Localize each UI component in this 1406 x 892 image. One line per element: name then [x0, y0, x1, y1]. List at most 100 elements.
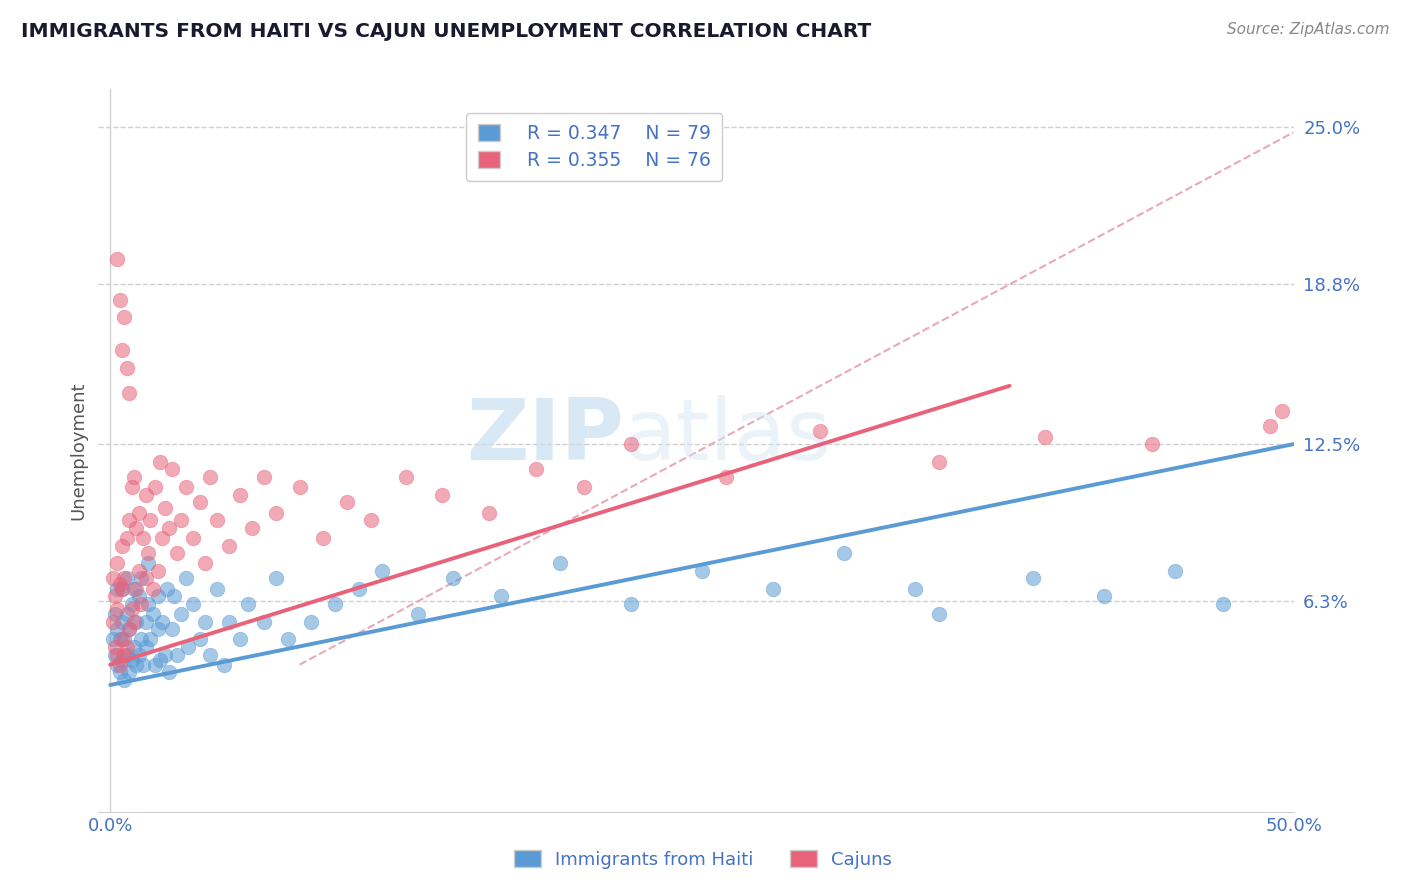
- Point: [132, 531, 155, 545]
- Text: Source: ZipAtlas.com: Source: ZipAtlas.com: [1226, 22, 1389, 37]
- Point: [143, 480, 166, 494]
- Point: [129, 632, 152, 647]
- Point: [122, 470, 145, 484]
- Point: [105, 648, 128, 662]
- Point: [142, 582, 165, 596]
- Point: [111, 582, 134, 596]
- Point: [198, 470, 221, 484]
- Point: [150, 531, 173, 545]
- Point: [406, 607, 429, 621]
- Point: [122, 582, 145, 596]
- Point: [111, 632, 134, 647]
- Point: [212, 657, 235, 672]
- Point: [136, 556, 159, 570]
- Point: [135, 488, 157, 502]
- Point: [142, 607, 165, 621]
- Point: [115, 648, 138, 662]
- Point: [125, 657, 148, 672]
- Point: [198, 648, 221, 662]
- Point: [111, 539, 134, 553]
- Point: [108, 293, 131, 307]
- Point: [122, 615, 145, 629]
- Point: [111, 652, 134, 666]
- Point: [177, 640, 200, 654]
- Point: [118, 622, 141, 636]
- Point: [143, 657, 166, 672]
- Point: [104, 607, 127, 621]
- Point: [156, 582, 179, 596]
- Point: [904, 582, 927, 596]
- Point: [139, 632, 162, 647]
- Point: [928, 607, 950, 621]
- Text: ZIP: ZIP: [467, 394, 624, 477]
- Point: [620, 437, 643, 451]
- Point: [146, 564, 169, 578]
- Point: [714, 470, 737, 484]
- Point: [1258, 419, 1281, 434]
- Point: [166, 546, 188, 560]
- Point: [104, 648, 127, 662]
- Legend: Immigrants from Haiti, Cajuns: Immigrants from Haiti, Cajuns: [506, 843, 900, 876]
- Point: [240, 521, 263, 535]
- Point: [253, 615, 276, 629]
- Point: [129, 572, 152, 586]
- Point: [105, 602, 128, 616]
- Point: [114, 673, 136, 687]
- Point: [118, 513, 141, 527]
- Point: [832, 546, 855, 560]
- Point: [150, 615, 173, 629]
- Text: IMMIGRANTS FROM HAITI VS CAJUN UNEMPLOYMENT CORRELATION CHART: IMMIGRANTS FROM HAITI VS CAJUN UNEMPLOYM…: [21, 22, 872, 41]
- Point: [104, 589, 127, 603]
- Point: [101, 572, 124, 586]
- Point: [132, 657, 155, 672]
- Point: [114, 648, 136, 662]
- Point: [104, 640, 127, 654]
- Y-axis label: Unemployment: Unemployment: [69, 381, 87, 520]
- Point: [128, 564, 150, 578]
- Point: [118, 386, 141, 401]
- Point: [105, 556, 128, 570]
- Point: [149, 455, 172, 469]
- Point: [1092, 589, 1115, 603]
- Point: [264, 572, 287, 586]
- Point: [157, 521, 180, 535]
- Point: [478, 506, 501, 520]
- Point: [111, 582, 134, 596]
- Point: [288, 480, 311, 494]
- Point: [174, 480, 197, 494]
- Point: [360, 513, 382, 527]
- Point: [128, 589, 150, 603]
- Point: [395, 470, 418, 484]
- Point: [188, 495, 211, 509]
- Point: [690, 564, 713, 578]
- Point: [218, 615, 240, 629]
- Point: [336, 495, 359, 509]
- Point: [135, 640, 157, 654]
- Point: [170, 513, 193, 527]
- Point: [125, 521, 148, 535]
- Point: [115, 361, 138, 376]
- Point: [489, 589, 512, 603]
- Point: [264, 506, 287, 520]
- Point: [1164, 564, 1187, 578]
- Point: [181, 531, 204, 545]
- Point: [205, 582, 228, 596]
- Point: [115, 531, 138, 545]
- Point: [572, 480, 595, 494]
- Point: [166, 648, 188, 662]
- Point: [299, 615, 322, 629]
- Point: [139, 513, 162, 527]
- Point: [1140, 437, 1163, 451]
- Point: [441, 572, 464, 586]
- Point: [548, 556, 571, 570]
- Point: [194, 556, 217, 570]
- Point: [194, 615, 217, 629]
- Point: [108, 632, 131, 647]
- Point: [115, 640, 138, 654]
- Point: [118, 665, 141, 680]
- Point: [1271, 404, 1294, 418]
- Point: [205, 513, 228, 527]
- Point: [121, 480, 143, 494]
- Point: [236, 597, 259, 611]
- Point: [229, 632, 252, 647]
